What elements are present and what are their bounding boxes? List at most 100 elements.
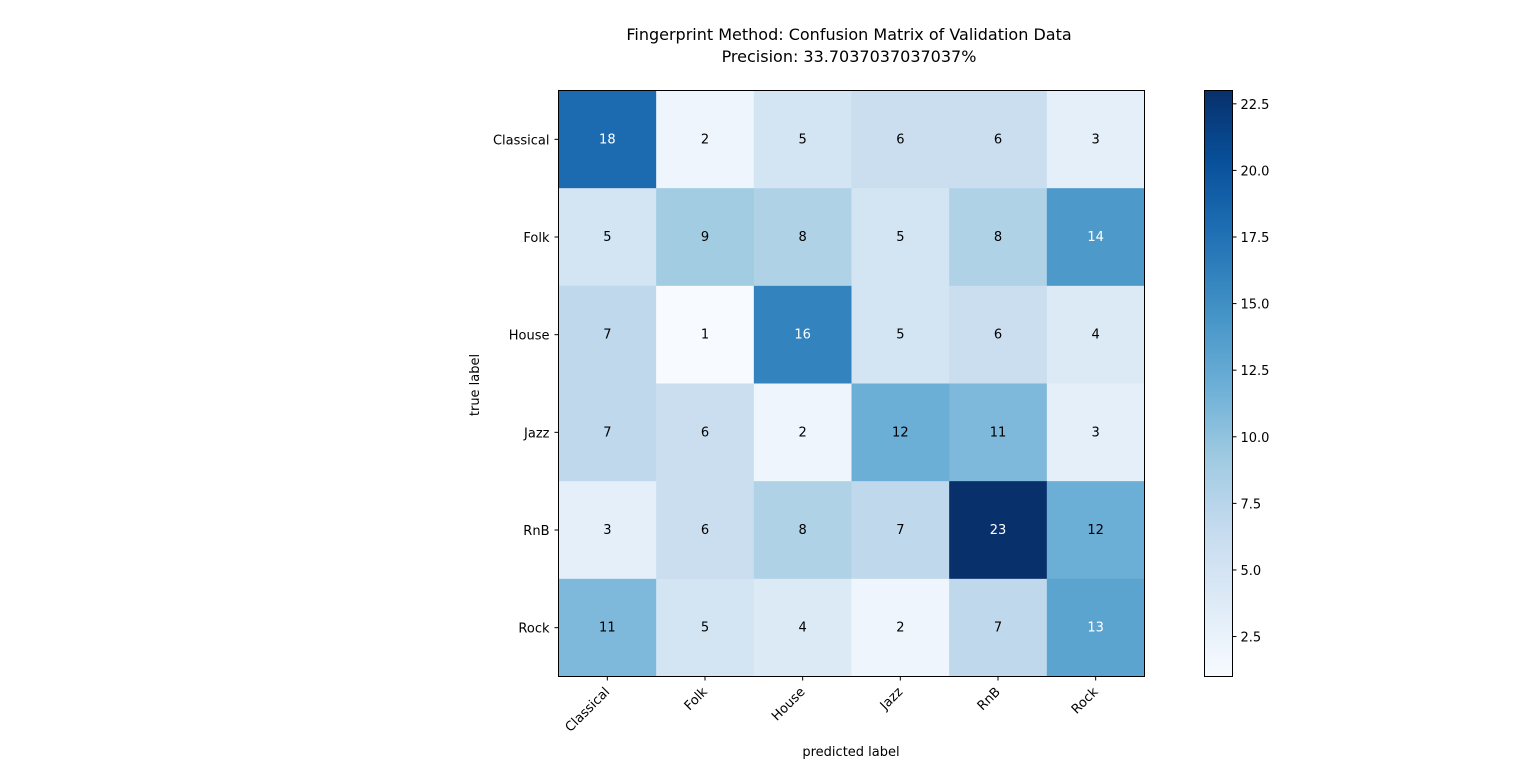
heatmap-cell xyxy=(656,188,755,287)
cell-value-label: 8 xyxy=(799,230,807,245)
heatmap-cell-labels: 18 2 5 6 6 3 5 9 8 5 8 14 7 1 16 5 6 4 7 6 2 12 11 3 3 6 8 7 23 12 11 5… xyxy=(599,132,1104,635)
colorbar-tick-label: 10.0 xyxy=(1241,431,1270,446)
heatmap-cell xyxy=(949,188,1048,287)
heatmap-cell xyxy=(558,578,657,677)
heatmap-cells xyxy=(558,90,1145,677)
heatmap-cell xyxy=(949,285,1048,384)
y-axis-label: true label xyxy=(468,354,483,416)
heatmap-cell xyxy=(851,481,950,580)
x-tick-label: Folk xyxy=(682,684,711,713)
heatmap-cell xyxy=(1046,578,1145,677)
heatmap-cell xyxy=(656,90,755,189)
cell-value-label: 7 xyxy=(603,425,611,440)
cell-value-label: 9 xyxy=(701,230,709,245)
cell-value-label: 6 xyxy=(896,132,904,147)
y-tick-label: Jazz xyxy=(523,426,550,441)
heatmap-cell xyxy=(558,90,657,189)
x-tick-label: House xyxy=(769,685,808,724)
heatmap-cell xyxy=(558,285,657,384)
heatmap-cell xyxy=(656,383,755,482)
x-tick-label: Classical xyxy=(563,685,614,736)
colorbar-tick-label: 17.5 xyxy=(1241,231,1270,246)
cell-value-label: 6 xyxy=(994,132,1002,147)
cell-value-label: 11 xyxy=(599,621,616,636)
cell-value-label: 5 xyxy=(701,621,709,636)
heatmap-cell xyxy=(656,481,755,580)
cell-value-label: 18 xyxy=(599,132,616,147)
cell-value-label: 8 xyxy=(799,523,807,538)
y-tick-label: Rock xyxy=(518,622,550,637)
cell-value-label: 7 xyxy=(994,621,1002,636)
colorbar-tick-label: 20.0 xyxy=(1241,164,1270,179)
cell-value-label: 13 xyxy=(1087,621,1104,636)
heatmap-cell xyxy=(753,578,852,677)
x-axis-ticks: Classical Folk House Jazz RnB Rock xyxy=(563,676,1102,736)
cell-value-label: 14 xyxy=(1087,230,1104,245)
cell-value-label: 11 xyxy=(990,425,1007,440)
heatmap-cell xyxy=(851,188,950,287)
heatmap-cell xyxy=(656,578,755,677)
cell-value-label: 6 xyxy=(701,425,709,440)
colorbar-tick-label: 15.0 xyxy=(1241,298,1270,313)
cell-value-label: 12 xyxy=(892,425,909,440)
cell-value-label: 1 xyxy=(701,328,709,343)
cell-value-label: 2 xyxy=(799,425,807,440)
heatmap-cell xyxy=(1046,90,1145,189)
heatmap-cell xyxy=(1046,383,1145,482)
cell-value-label: 2 xyxy=(701,132,709,147)
plot-frame xyxy=(558,90,1145,677)
y-tick-label: House xyxy=(509,329,550,344)
chart-title: Fingerprint Method: Confusion Matrix of … xyxy=(626,25,1072,44)
heatmap-cell xyxy=(851,383,950,482)
heatmap-cell xyxy=(949,90,1048,189)
heatmap-cell xyxy=(851,90,950,189)
colorbar-tick-label: 7.5 xyxy=(1241,497,1262,512)
heatmap-cell xyxy=(753,90,852,189)
y-tick-label: Folk xyxy=(523,231,550,246)
heatmap-cell xyxy=(1046,481,1145,580)
y-tick-label: RnB xyxy=(523,524,549,539)
cell-value-label: 6 xyxy=(701,523,709,538)
cell-value-label: 2 xyxy=(896,621,904,636)
cell-value-label: 23 xyxy=(990,523,1007,538)
cell-value-label: 4 xyxy=(1092,328,1100,343)
cell-value-label: 6 xyxy=(994,328,1002,343)
heatmap-cell xyxy=(949,578,1048,677)
cell-value-label: 5 xyxy=(799,132,807,147)
cell-value-label: 5 xyxy=(603,230,611,245)
heatmap-cell xyxy=(656,285,755,384)
heatmap-cell xyxy=(949,481,1048,580)
heatmap-cell xyxy=(949,383,1048,482)
heatmap-cell xyxy=(851,285,950,384)
x-tick-label: Rock xyxy=(1069,684,1102,717)
heatmap-cell xyxy=(558,188,657,287)
cell-value-label: 4 xyxy=(799,621,807,636)
cell-value-label: 5 xyxy=(896,230,904,245)
heatmap-cell xyxy=(558,481,657,580)
heatmap-cell xyxy=(753,383,852,482)
y-tick-label: Classical xyxy=(493,133,550,148)
cell-value-label: 3 xyxy=(603,523,611,538)
cell-value-label: 7 xyxy=(896,523,904,538)
heatmap-cell xyxy=(753,285,852,384)
x-tick-label: RnB xyxy=(975,685,1004,714)
colorbar xyxy=(1204,90,1233,677)
colorbar-tick-label: 22.5 xyxy=(1241,98,1270,113)
x-axis-label: predicted label xyxy=(802,745,899,760)
y-axis-ticks: Classical Folk House Jazz RnB Rock xyxy=(493,133,559,637)
heatmap-cell xyxy=(851,578,950,677)
chart-subtitle: Precision: 33.7037037037037% xyxy=(721,47,977,66)
x-tick-label: Jazz xyxy=(877,685,906,714)
cell-value-label: 3 xyxy=(1092,132,1100,147)
heatmap-cell xyxy=(753,481,852,580)
heatmap-cell xyxy=(558,383,657,482)
cell-value-label: 3 xyxy=(1092,425,1100,440)
cell-value-label: 16 xyxy=(794,328,811,343)
heatmap-cell xyxy=(753,188,852,287)
heatmap-cell xyxy=(1046,188,1145,287)
heatmap-cell xyxy=(1046,285,1145,384)
colorbar-ticks: 2.5 5.0 7.5 10.0 12.5 15.0 17.5 20.0 22.5 xyxy=(1232,98,1270,646)
colorbar-tick-label: 2.5 xyxy=(1241,631,1262,646)
cell-value-label: 8 xyxy=(994,230,1002,245)
